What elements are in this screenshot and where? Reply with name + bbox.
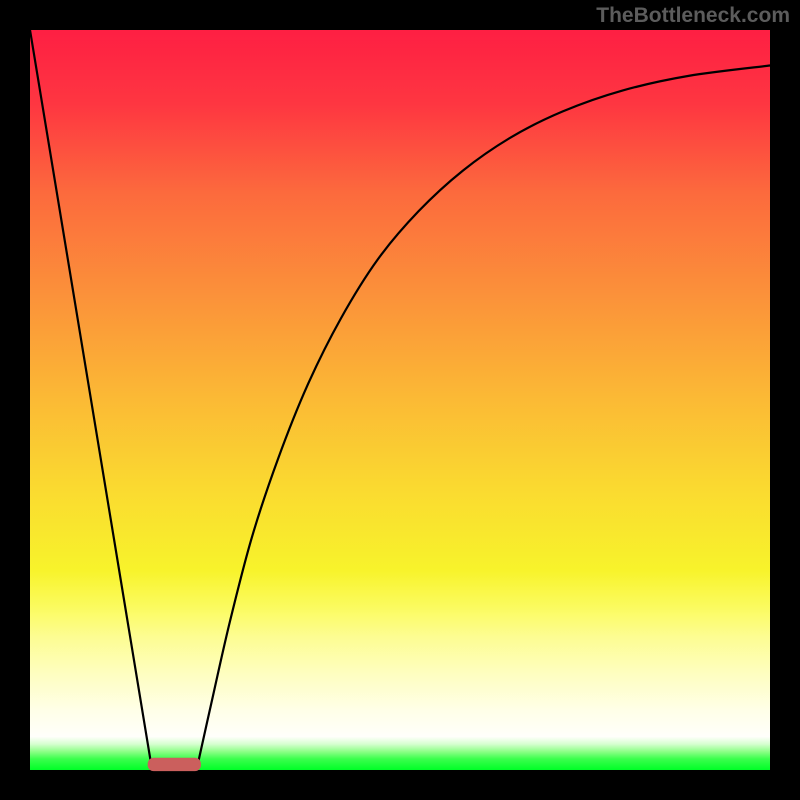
- optimal-marker: [148, 758, 201, 771]
- chart-container: TheBottleneck.com: [0, 0, 800, 800]
- watermark-text: TheBottleneck.com: [596, 4, 790, 28]
- chart-svg: [0, 0, 800, 800]
